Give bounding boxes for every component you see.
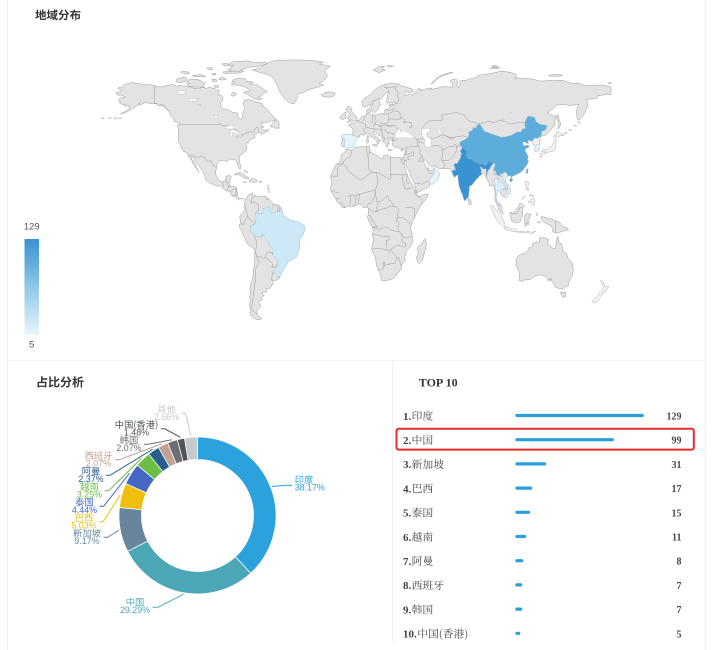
svg-text:129: 129: [24, 222, 40, 233]
svg-text:2.37%: 2.37%: [78, 474, 103, 484]
svg-text:8.: 8.: [403, 580, 412, 592]
svg-text:7: 7: [677, 581, 682, 592]
svg-text:99: 99: [672, 436, 682, 447]
svg-text:2.66%: 2.66%: [154, 412, 179, 422]
svg-text:129: 129: [667, 412, 682, 423]
svg-text:4.44%: 4.44%: [72, 505, 97, 515]
svg-text:9.: 9.: [403, 604, 412, 616]
svg-text:8: 8: [677, 557, 682, 568]
svg-text:4.: 4.: [403, 483, 412, 495]
svg-text:2.07%: 2.07%: [116, 443, 141, 453]
svg-text:5.03%: 5.03%: [71, 521, 96, 531]
svg-text:11: 11: [672, 533, 681, 544]
svg-text:1.48%: 1.48%: [124, 428, 149, 438]
svg-text:7: 7: [677, 605, 682, 616]
svg-text:2.: 2.: [403, 435, 412, 447]
svg-text:10.: 10.: [403, 629, 417, 641]
svg-text:29.29%: 29.29%: [120, 605, 150, 615]
svg-text:17: 17: [672, 484, 682, 495]
svg-text:15: 15: [672, 508, 682, 519]
svg-text:2.07%: 2.07%: [86, 459, 111, 469]
svg-text:5.: 5.: [403, 508, 412, 520]
svg-text:6.: 6.: [403, 532, 412, 544]
svg-text:31: 31: [672, 460, 682, 471]
svg-text:3.: 3.: [403, 459, 412, 471]
svg-text:5: 5: [29, 340, 34, 351]
svg-text:5: 5: [677, 629, 682, 640]
svg-text:9.17%: 9.17%: [74, 536, 99, 546]
svg-text:1.: 1.: [403, 411, 412, 423]
svg-text:TOP 10: TOP 10: [419, 376, 458, 390]
svg-text:38.17%: 38.17%: [295, 483, 325, 493]
svg-text:7.: 7.: [403, 556, 412, 568]
svg-text:3.25%: 3.25%: [77, 490, 102, 500]
